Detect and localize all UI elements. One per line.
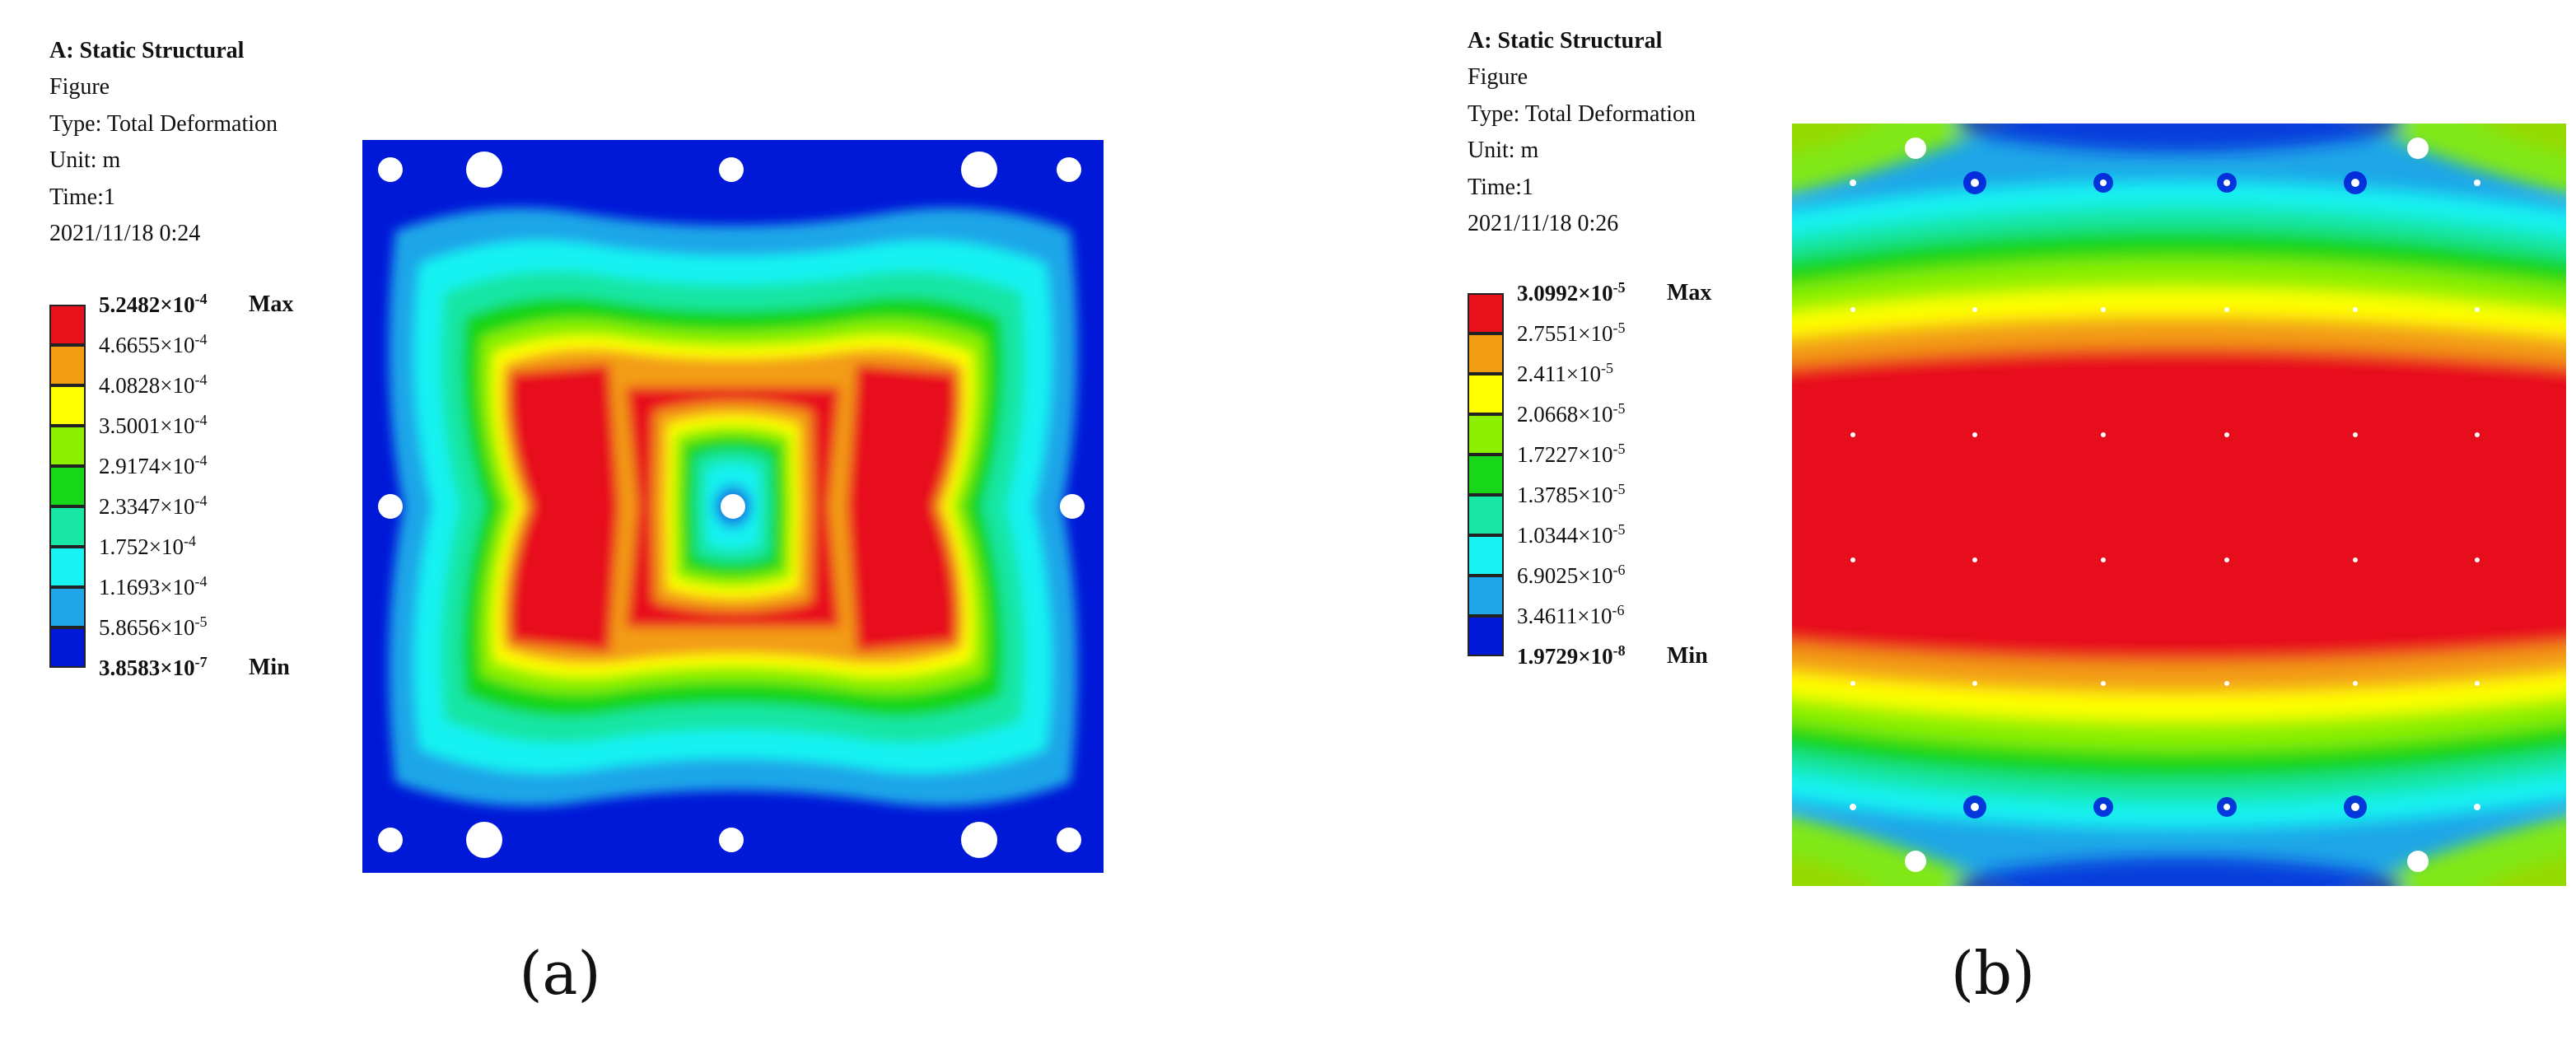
result-type: Type: Total Deformation <box>49 110 278 137</box>
legend-swatch <box>49 345 86 385</box>
legend-swatch <box>49 385 86 426</box>
legend-swatch <box>49 426 86 466</box>
legend-swatch <box>1468 293 1504 333</box>
deformation-contour-plot-a <box>362 140 1104 873</box>
legend-min-tag: Min <box>1667 643 1708 669</box>
legend-swatch <box>1468 333 1504 374</box>
panel-caption-a: (a) <box>519 939 601 1008</box>
legend-swatch <box>49 506 86 547</box>
legend-swatch <box>49 627 86 668</box>
analysis-title: A: Static Structural <box>49 38 245 63</box>
legend-min-tag: Min <box>249 655 290 680</box>
figure-label: Figure <box>49 74 110 100</box>
legend-value: 4.0828×10-4 <box>99 371 208 398</box>
legend-min-value: 3.8583×10-7 <box>99 654 208 680</box>
legend-swatch <box>1468 535 1504 576</box>
panel-a: A: Static Structural Figure Type: Total … <box>49 33 1104 1008</box>
unit-label: Unit: m <box>1468 138 1539 164</box>
info-block-a: A: Static Structural Figure Type: Total … <box>49 33 278 252</box>
legend-swatch <box>1468 616 1504 656</box>
legend-swatch <box>49 547 86 587</box>
timestamp: 2021/11/18 0:26 <box>1468 211 1619 237</box>
info-block-b: A: Static Structural Figure Type: Total … <box>1468 23 1696 242</box>
legend-value: 3.4611×10-6 <box>1517 602 1625 628</box>
legend-swatch <box>1468 495 1504 535</box>
legend-max-tag: Max <box>1667 280 1712 305</box>
legend-max-tag: Max <box>249 291 294 317</box>
time-label: Time:1 <box>1468 174 1533 200</box>
legend-value: 2.411×10-5 <box>1517 360 1613 386</box>
legend-value: 2.9174×10-4 <box>99 452 208 478</box>
legend-value: 6.9025×10-6 <box>1517 562 1626 588</box>
analysis-title: A: Static Structural <box>1468 28 1663 54</box>
legend-value: 3.5001×10-4 <box>99 412 208 438</box>
panel-caption-b: (b) <box>1950 939 2036 1008</box>
legend-value: 1.1693×10-4 <box>99 573 208 599</box>
result-type: Type: Total Deformation <box>1468 100 1696 127</box>
legend-max-value: 5.2482×10-4 <box>99 291 208 317</box>
legend-swatch <box>1468 414 1504 455</box>
legend-value: 1.0344×10-5 <box>1517 521 1626 548</box>
legend-value: 2.7551×10-5 <box>1517 319 1626 346</box>
legend-max-value: 3.0992×10-5 <box>1517 279 1626 305</box>
panel-b: A: Static Structural Figure Type: Total … <box>1288 0 2576 1040</box>
timestamp: 2021/11/18 0:24 <box>49 221 201 247</box>
time-label: Time:1 <box>49 184 115 210</box>
legend-swatch <box>49 587 86 627</box>
legend-min-value: 1.9729×10-8 <box>1517 642 1626 669</box>
figure-label: Figure <box>1468 64 1528 91</box>
legend-value: 1.3785×10-5 <box>1517 481 1626 507</box>
deformation-contour-plot-b <box>1792 124 2566 886</box>
legend-value: 1.752×10-4 <box>99 533 196 559</box>
legend-swatch <box>1468 455 1504 495</box>
legend-value: 5.8656×10-5 <box>99 613 208 640</box>
legend-swatch <box>49 305 86 345</box>
legend-swatch <box>1468 374 1504 414</box>
legend-value: 2.0668×10-5 <box>1517 400 1626 427</box>
unit-label: Unit: m <box>49 147 121 174</box>
legend-value: 2.3347×10-4 <box>99 492 208 519</box>
legend-swatch <box>1468 576 1504 616</box>
legend-value: 1.7227×10-5 <box>1517 441 1626 467</box>
legend-swatch <box>49 466 86 506</box>
legend-value: 4.6655×10-4 <box>99 331 208 357</box>
